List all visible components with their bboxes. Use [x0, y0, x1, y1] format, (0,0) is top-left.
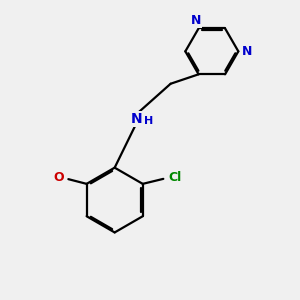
Text: N: N — [191, 14, 201, 27]
Text: N: N — [131, 112, 142, 126]
Text: Cl: Cl — [168, 171, 182, 184]
Text: N: N — [131, 112, 142, 126]
Text: Cl: Cl — [168, 171, 182, 184]
Text: H: H — [145, 116, 153, 126]
Text: O: O — [53, 171, 64, 184]
Text: N: N — [242, 45, 252, 58]
Text: O: O — [53, 171, 64, 184]
Text: N: N — [191, 14, 201, 27]
Text: H: H — [145, 116, 154, 126]
Text: N: N — [242, 45, 252, 58]
